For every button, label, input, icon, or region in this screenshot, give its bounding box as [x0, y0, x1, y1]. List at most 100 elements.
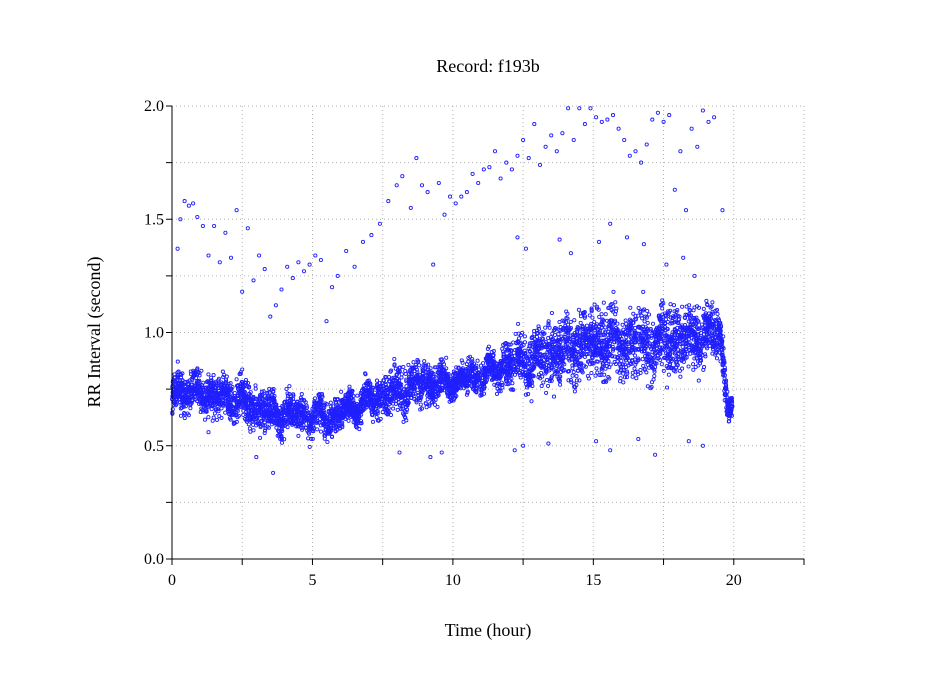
data-point [546, 319, 551, 324]
data-point [653, 329, 658, 334]
data-point [336, 404, 341, 409]
data-point [577, 361, 582, 367]
data-point [670, 321, 675, 326]
data-point [547, 379, 552, 384]
data-point [510, 381, 515, 386]
data-point [400, 406, 405, 411]
data-point [685, 351, 690, 356]
data-point [575, 330, 580, 335]
data-point [371, 385, 376, 390]
data-point [728, 413, 733, 418]
data-point [211, 415, 216, 420]
data-point [608, 362, 613, 367]
data-point [456, 366, 461, 371]
data-point [654, 325, 660, 330]
data-point [624, 375, 630, 380]
data-point [530, 380, 535, 385]
data-point [604, 379, 609, 384]
data-point [266, 425, 271, 430]
data-point [392, 356, 397, 362]
data-point [446, 387, 451, 392]
data-point [363, 372, 368, 377]
data-point [223, 399, 228, 404]
data-point [429, 371, 434, 376]
data-point [413, 365, 418, 370]
data-point [282, 413, 288, 418]
data-point [583, 364, 588, 369]
data-point [185, 400, 190, 405]
data-point [420, 370, 425, 376]
data-point [568, 377, 573, 383]
data-point [662, 341, 667, 346]
data-point [688, 313, 694, 318]
data-point [590, 315, 595, 320]
data-point [624, 335, 629, 340]
data-point [615, 359, 620, 364]
data-point [519, 361, 524, 366]
data-point [238, 386, 243, 391]
data-point [680, 354, 685, 359]
data-point [673, 313, 678, 318]
data-point [673, 350, 678, 355]
data-point [649, 335, 654, 340]
data-point [432, 365, 437, 370]
data-point [701, 365, 707, 370]
data-point [452, 373, 457, 378]
data-point [279, 440, 285, 445]
data-point [372, 401, 378, 406]
chart-title: Record: f193b [436, 56, 539, 76]
data-point [399, 372, 404, 377]
data-point [420, 368, 425, 373]
data-point [244, 405, 249, 410]
data-point [319, 391, 325, 397]
data-point [422, 359, 427, 364]
data-point [701, 306, 706, 311]
data-point [258, 435, 263, 440]
data-point [397, 385, 402, 390]
data-point [575, 368, 581, 373]
data-point [349, 406, 354, 411]
data-point [500, 385, 505, 390]
data-point [688, 323, 693, 328]
data-point [666, 353, 671, 358]
data-point [697, 355, 702, 360]
data-point [602, 379, 607, 384]
data-point [720, 339, 725, 344]
data-point [545, 383, 551, 388]
data-point [615, 369, 620, 374]
data-point [355, 393, 360, 398]
data-point [299, 392, 304, 397]
data-point [662, 338, 667, 343]
data-point [714, 340, 719, 345]
data-point [571, 370, 576, 375]
data-point [638, 342, 643, 347]
data-point [470, 357, 475, 362]
data-point [646, 312, 652, 317]
data-point [310, 436, 315, 441]
data-point [376, 395, 381, 400]
data-point [214, 417, 220, 422]
data-point [602, 338, 607, 343]
data-point [692, 356, 697, 361]
data-point [694, 353, 699, 358]
data-point [445, 382, 450, 387]
data-point [321, 421, 327, 426]
data-point [262, 428, 268, 433]
data-point [233, 406, 238, 411]
data-point [640, 357, 645, 362]
data-point [192, 371, 198, 376]
data-point [366, 381, 371, 386]
data-point [392, 363, 397, 368]
data-point [333, 428, 338, 433]
data-point [282, 423, 288, 429]
data-point [444, 391, 450, 396]
data-point [266, 398, 272, 403]
data-point [307, 444, 312, 449]
data-point [600, 317, 605, 322]
data-point [511, 340, 516, 345]
data-point [541, 380, 546, 385]
data-point [380, 410, 385, 415]
data-point [558, 374, 563, 379]
data-point [692, 305, 697, 310]
data-point [220, 369, 225, 374]
